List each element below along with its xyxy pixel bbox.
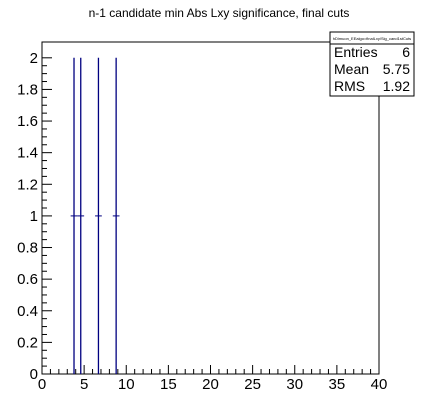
data-markers [70,57,120,374]
stats-entries-label: Entries [334,44,378,60]
x-tick-label: 0 [38,376,46,393]
data-point [77,57,85,374]
y-tick-label: 1.4 [17,145,38,162]
x-tick-label: 15 [160,376,177,393]
stats-box-frame [329,31,415,97]
data-point [70,57,78,374]
x-tick-label: 5 [80,376,88,393]
x-tick-label: 30 [286,376,303,393]
y-tick-label: 0.2 [17,334,38,351]
data-point [112,57,120,374]
x-tick-label: 20 [202,376,219,393]
x-tick-label: 40 [371,376,388,393]
stats-rms-label: RMS [334,78,365,94]
y-tick-label: 1 [30,208,38,225]
stats-rms-value: 1.92 [383,78,410,94]
stats-box-header: hDimuon_EEalgo=finalLxy/Sig_cand1stCuts [333,36,411,41]
x-tick-label: 25 [244,376,261,393]
stats-mean-label: Mean [334,61,369,77]
y-tick-label: 0 [30,366,38,383]
plot-frame [41,41,380,375]
axes: 0 5 10 15 20 25 30 35 40 0 0.2 0.4 0.6 0.8 1 1.2 1.4 1.6 1… [17,50,387,393]
y-tick-label: 1.8 [17,81,38,98]
stats-entries-value: 6 [402,44,410,60]
y-tick-label: 0.4 [17,303,38,320]
y-tick-label: 0.8 [17,240,38,257]
stats-box: hDimuon_EEalgo=finalLxy/Sig_cand1stCuts … [329,31,415,97]
y-tick-label: 1.2 [17,176,38,193]
chart-title: n-1 candidate min Abs Lxy significance, … [89,6,350,20]
y-tick-label: 2 [30,50,38,67]
data-point [95,57,102,374]
y-tick-label: 0.6 [17,271,38,288]
x-tick-label: 10 [118,376,135,393]
x-tick-label: 35 [329,376,346,393]
y-tick-label: 1.6 [17,113,38,130]
stats-mean-value: 5.75 [383,61,410,77]
